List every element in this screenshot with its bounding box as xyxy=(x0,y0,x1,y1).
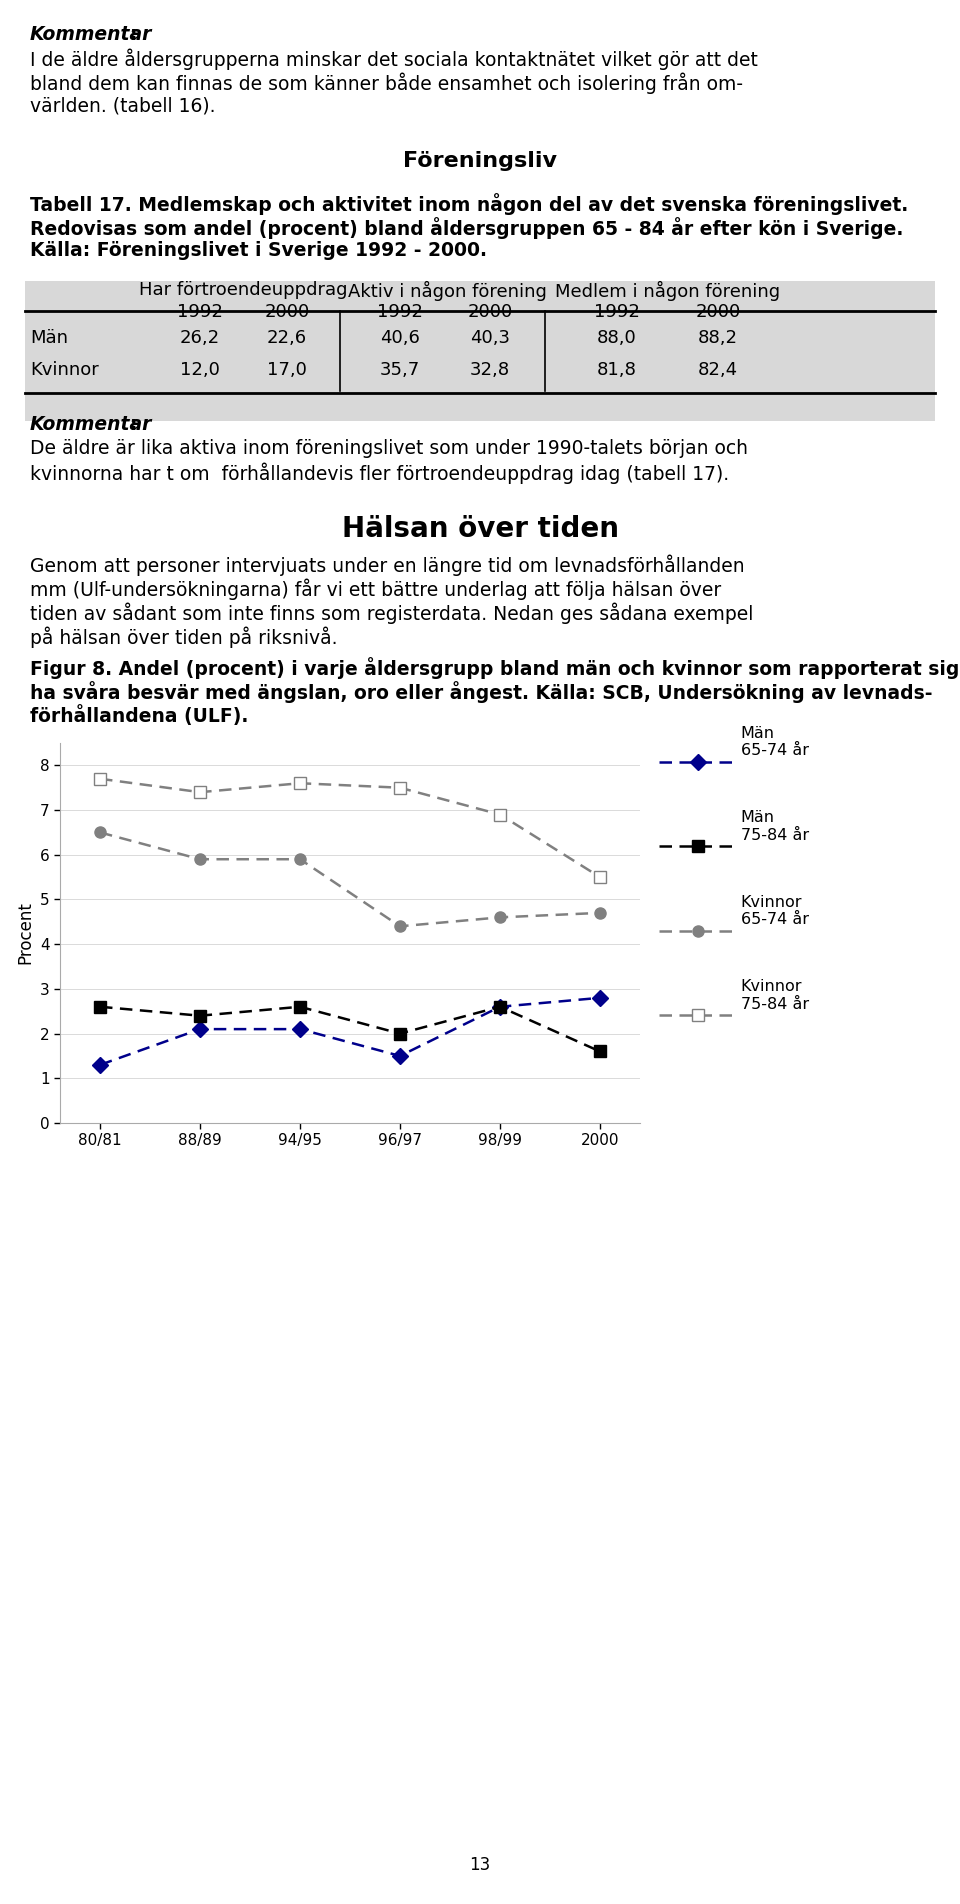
Text: 32,8: 32,8 xyxy=(470,362,510,379)
Text: Har förtroendeuppdrag: Har förtroendeuppdrag xyxy=(139,282,348,299)
Text: Kvinnor
75-84 år: Kvinnor 75-84 år xyxy=(741,979,809,1011)
Text: ha svåra besvär med ängslan, oro eller ångest. Källa: SCB, Undersökning av levna: ha svåra besvär med ängslan, oro eller å… xyxy=(30,682,932,703)
Text: Kvinnor: Kvinnor xyxy=(30,362,99,379)
Text: Tabell 17. Medlemskap och aktivitet inom någon del av det svenska föreningslivet: Tabell 17. Medlemskap och aktivitet inom… xyxy=(30,192,908,215)
Text: 2000: 2000 xyxy=(695,303,740,322)
Text: Redovisas som andel (procent) bland åldersgruppen 65 - 84 år efter kön i Sverige: Redovisas som andel (procent) bland ålde… xyxy=(30,217,903,240)
Text: 2000: 2000 xyxy=(264,303,310,322)
Text: Män
65-74 år: Män 65-74 år xyxy=(741,725,808,758)
Text: världen. (tabell 16).: världen. (tabell 16). xyxy=(30,97,215,116)
Text: mm (Ulf-undersökningarna) får vi ett bättre underlag att följa hälsan över: mm (Ulf-undersökningarna) får vi ett bät… xyxy=(30,579,721,600)
Text: Genom att personer intervjuats under en längre tid om levnadsförhållanden: Genom att personer intervjuats under en … xyxy=(30,554,745,577)
Text: 88,0: 88,0 xyxy=(597,329,636,347)
Text: Hälsan över tiden: Hälsan över tiden xyxy=(342,514,618,543)
Text: på hälsan över tiden på riksnivå.: på hälsan över tiden på riksnivå. xyxy=(30,626,338,649)
Text: kvinnorna har t om  förhållandevis fler förtroendeuppdrag idag (tabell 17).: kvinnorna har t om förhållandevis fler f… xyxy=(30,463,730,484)
Text: Kommentar: Kommentar xyxy=(30,25,153,44)
FancyBboxPatch shape xyxy=(25,282,935,421)
Text: Kvinnor
65-74 år: Kvinnor 65-74 år xyxy=(741,895,808,927)
Text: 17,0: 17,0 xyxy=(267,362,307,379)
Text: 1992: 1992 xyxy=(177,303,223,322)
Text: Föreningsliv: Föreningsliv xyxy=(403,150,557,171)
Text: 13: 13 xyxy=(469,1856,491,1874)
Y-axis label: Procent: Procent xyxy=(16,902,35,965)
Text: Män: Män xyxy=(30,329,68,347)
Text: Män
75-84 år: Män 75-84 år xyxy=(741,811,809,843)
Text: 1992: 1992 xyxy=(377,303,423,322)
Text: 22,6: 22,6 xyxy=(267,329,307,347)
Text: 26,2: 26,2 xyxy=(180,329,220,347)
Text: 1992: 1992 xyxy=(594,303,640,322)
Text: Aktiv i någon förening: Aktiv i någon förening xyxy=(348,282,546,301)
Text: 88,2: 88,2 xyxy=(698,329,738,347)
Text: Figur 8. Andel (procent) i varje åldersgrupp bland män och kvinnor som rapporter: Figur 8. Andel (procent) i varje åldersg… xyxy=(30,657,959,680)
Text: 35,7: 35,7 xyxy=(380,362,420,379)
Text: 81,8: 81,8 xyxy=(597,362,636,379)
Text: De äldre är lika aktiva inom föreningslivet som under 1990-talets början och: De äldre är lika aktiva inom föreningsli… xyxy=(30,440,748,459)
Text: :: : xyxy=(130,25,137,44)
Text: 82,4: 82,4 xyxy=(698,362,738,379)
Text: 12,0: 12,0 xyxy=(180,362,220,379)
Text: Medlem i någon förening: Medlem i någon förening xyxy=(556,282,780,301)
Text: 40,3: 40,3 xyxy=(470,329,510,347)
Text: tiden av sådant som inte finns som registerdata. Nedan ges sådana exempel: tiden av sådant som inte finns som regis… xyxy=(30,604,754,625)
Text: I de äldre åldersgrupperna minskar det sociala kontaktnätet vilket gör att det: I de äldre åldersgrupperna minskar det s… xyxy=(30,50,757,70)
Text: Källa: Föreningslivet i Sverige 1992 - 2000.: Källa: Föreningslivet i Sverige 1992 - 2… xyxy=(30,242,487,261)
Text: :: : xyxy=(130,415,137,434)
Text: 2000: 2000 xyxy=(468,303,513,322)
Text: Kommentar: Kommentar xyxy=(30,415,153,434)
Text: 40,6: 40,6 xyxy=(380,329,420,347)
Text: bland dem kan finnas de som känner både ensamhet och isolering från om-: bland dem kan finnas de som känner både … xyxy=(30,72,743,95)
Text: förhållandena (ULF).: förhållandena (ULF). xyxy=(30,704,249,725)
